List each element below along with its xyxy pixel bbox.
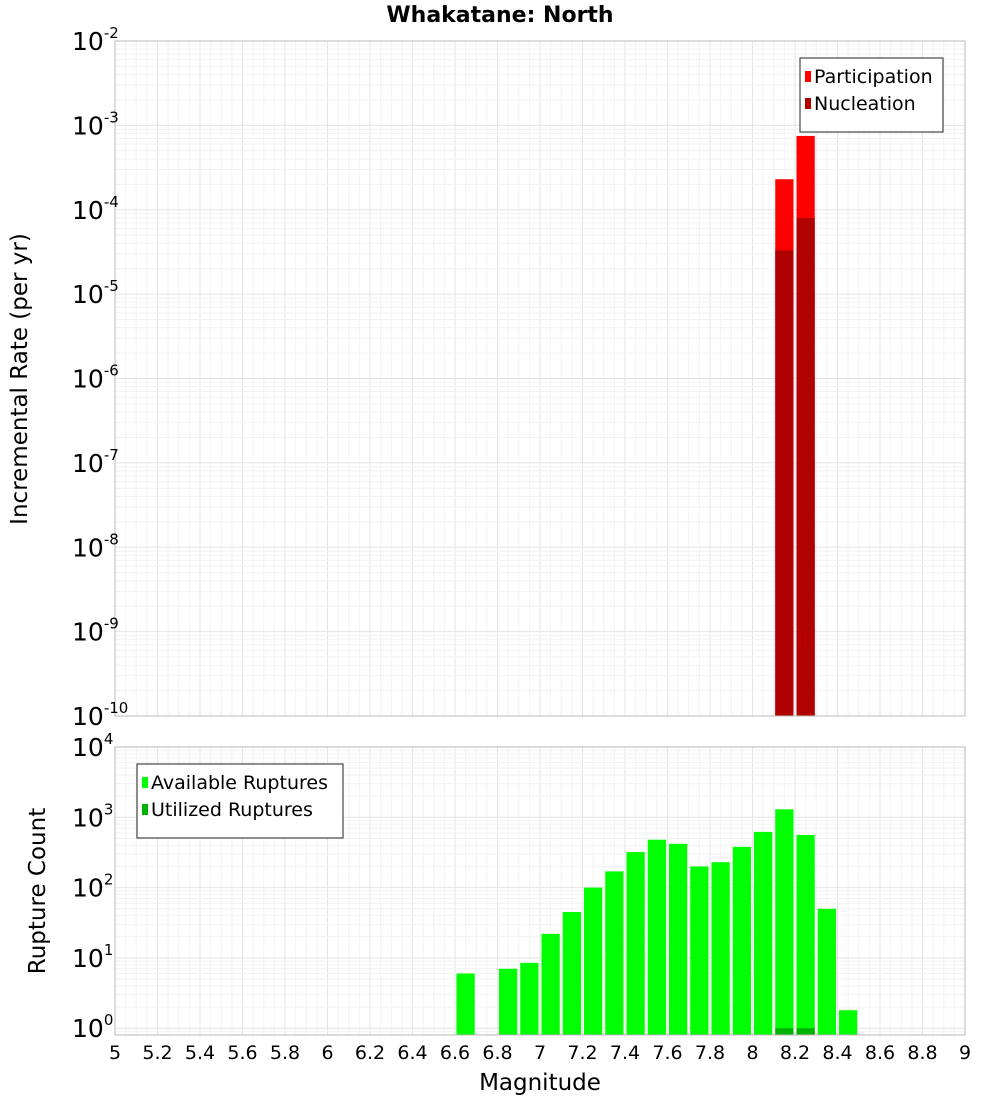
x-tick-label: 6.6 — [440, 1042, 470, 1064]
y-tick-label: 10-4 — [72, 193, 119, 225]
bar — [499, 968, 518, 1035]
x-tick-label: 5 — [109, 1042, 121, 1064]
y-tick-label: 103 — [72, 800, 113, 832]
bar — [690, 866, 709, 1035]
bar — [456, 973, 475, 1035]
legend-label: Participation — [814, 66, 933, 88]
x-tick-label: 7.2 — [567, 1042, 597, 1064]
x-tick-label: 7 — [534, 1042, 546, 1064]
bar — [520, 962, 539, 1035]
x-tick-label: 8 — [746, 1042, 758, 1064]
bar — [796, 834, 815, 1035]
x-tick-label: 8.8 — [907, 1042, 937, 1064]
chart-title: Whakatane: North — [386, 3, 613, 28]
x-tick-label: 6.8 — [482, 1042, 512, 1064]
x-tick-label: 6.4 — [397, 1042, 427, 1064]
bar — [796, 1028, 815, 1035]
x-tick-label: 8.6 — [865, 1042, 895, 1064]
rate-panel-grid — [114, 41, 966, 717]
legend-label: Available Ruptures — [151, 772, 328, 794]
rate-panel-y-ticks: 10-10 10-9 10-8 10-7 10-6 10-5 10-4 10-3 10-2 — [72, 24, 128, 731]
x-tick-label: 5.6 — [227, 1042, 257, 1064]
bar — [541, 933, 560, 1035]
rate-panel-frame — [114, 40, 966, 717]
count-panel: 100 101 102 103 104 5 5.2 5.4 5.6 5.8 6 6.2 6.4 6.6 6… — [25, 730, 971, 1096]
count-panel-x-ticks: 5 5.2 5.4 5.6 5.8 6 6.2 6.4 6.6 6.8 7 7.2 7.4 7.6 7.8 8… — [109, 1042, 971, 1064]
x-tick-label: 6.2 — [355, 1042, 385, 1064]
y-tick-label: 104 — [72, 730, 113, 762]
rate-panel-legend: Participation Nucleation — [799, 57, 944, 133]
x-tick-label: 8.4 — [822, 1042, 852, 1064]
legend-label: Utilized Ruptures — [151, 799, 313, 821]
x-tick-label: 7.6 — [652, 1042, 682, 1064]
count-panel-bars — [456, 809, 858, 1035]
x-tick-label: 8.2 — [780, 1042, 810, 1064]
x-tick-label: 7.8 — [695, 1042, 725, 1064]
count-panel-legend: Available Ruptures Utilized Ruptures — [136, 763, 344, 839]
count-panel-y-ticks: 100 101 102 103 104 — [72, 730, 113, 1043]
y-tick-label: 10-5 — [72, 277, 119, 309]
bar — [647, 839, 666, 1035]
bar — [754, 831, 773, 1035]
bar — [775, 250, 794, 717]
legend-box — [136, 763, 344, 839]
bar — [669, 843, 688, 1035]
count-panel-y-axis-label: Rupture Count — [25, 808, 51, 974]
y-tick-label: 100 — [72, 1011, 113, 1043]
y-tick-label: 102 — [72, 871, 113, 903]
y-tick-label: 10-8 — [72, 530, 119, 562]
y-tick-label: 101 — [72, 941, 113, 973]
bar — [562, 911, 581, 1035]
x-tick-label: 5.8 — [270, 1042, 300, 1064]
x-axis-label: Magnitude — [479, 1070, 601, 1096]
rate-panel: 10-10 10-9 10-8 10-7 10-6 10-5 10-4 10-3 10-2 In… — [7, 24, 966, 731]
y-tick-label: 10-3 — [72, 108, 119, 140]
bar — [605, 871, 624, 1035]
y-tick-label: 10-7 — [72, 446, 119, 478]
bar — [775, 809, 794, 1035]
legend-box — [799, 57, 944, 133]
x-tick-label: 5.4 — [185, 1042, 215, 1064]
y-tick-label: 10-9 — [72, 615, 119, 647]
legend-swatch — [805, 98, 811, 109]
legend-label: Nucleation — [814, 93, 916, 115]
bar — [626, 852, 645, 1035]
x-tick-label: 9 — [959, 1042, 971, 1064]
rate-panel-bars — [775, 135, 815, 717]
count-panel-frame — [114, 746, 966, 1036]
bar — [584, 887, 603, 1035]
x-tick-label: 7.4 — [610, 1042, 640, 1064]
y-tick-label: 10-6 — [72, 362, 119, 394]
legend-swatch — [142, 804, 148, 815]
x-tick-label: 5.2 — [142, 1042, 172, 1064]
bar — [711, 862, 730, 1035]
y-tick-label: 10-2 — [72, 24, 119, 56]
bar — [817, 908, 836, 1035]
legend-swatch — [142, 777, 148, 788]
bar — [732, 846, 751, 1035]
legend-swatch — [805, 71, 811, 82]
rate-panel-y-axis-label: Incremental Rate (per yr) — [7, 233, 33, 525]
x-tick-label: 6 — [321, 1042, 333, 1064]
bar — [839, 1010, 858, 1035]
y-tick-label: 10-10 — [72, 699, 128, 731]
bar — [796, 217, 815, 716]
bar — [775, 1028, 794, 1035]
